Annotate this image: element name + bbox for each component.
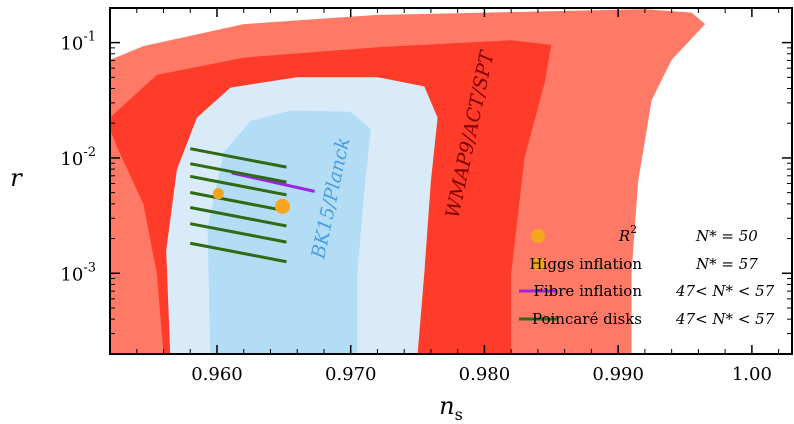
fibre-inflation-line-1 <box>231 171 315 193</box>
plot-frame <box>109 7 793 355</box>
poincar-disks-line-3 <box>189 174 287 197</box>
poincar-disks-line-6 <box>189 222 287 244</box>
legend-n-value: 47< N* < 57 <box>675 282 775 300</box>
poincar-disks-line-5 <box>189 206 287 228</box>
x-tick-label: 0.980 <box>459 364 511 385</box>
y-tick-label: 10-3 <box>60 260 96 285</box>
legend-marker-point <box>531 229 545 243</box>
poincar-disks-line-1 <box>189 147 287 169</box>
legend-label: Higgs inflation <box>530 255 643 273</box>
legend-label: Poincaré disks <box>532 310 642 328</box>
legend-n-value: N* = 57 <box>695 255 758 273</box>
legend-n-value: 47< N* < 57 <box>675 310 775 328</box>
legend-entry-higgs-inflation: Higgs inflation N* = 57 <box>530 255 759 273</box>
r-point <box>212 188 224 200</box>
x-tick-label: 0.970 <box>325 364 377 385</box>
x-tick-label: 1.00 <box>732 364 772 385</box>
legend-marker-point <box>531 257 545 271</box>
x-tick-label: 0.990 <box>592 364 644 385</box>
x-axis-title: ns <box>439 392 463 424</box>
axes: 0.960 0.970 0.980 0.990 1.00 10-1 10-2 10-3 ns r <box>10 7 793 424</box>
legend-label: Fibre inflation <box>533 282 642 300</box>
model-series <box>189 147 315 264</box>
legend-n-value: N* = 50 <box>695 227 758 245</box>
legend-entry-fibre-inflation: Fibre inflation 47< N* < 57 <box>519 282 775 300</box>
poincar-disks-line-7 <box>189 241 287 264</box>
x-tick-label: 0.960 <box>191 364 243 385</box>
legend-entry-r2: R2 N* = 50 <box>531 223 758 245</box>
legend: R2 N* = 50 Higgs inflation N* = 57 Fibre inf… <box>519 223 775 328</box>
legend-entry-poincar-disks: Poincaré disks 47< N* < 57 <box>519 310 775 328</box>
region-bk15-planck-inner <box>207 110 371 354</box>
y-tick-label: 10-2 <box>60 145 96 170</box>
confidence-regions <box>110 9 706 354</box>
y-axis-title: r <box>10 164 23 192</box>
poincar-disks-line-4 <box>189 191 287 213</box>
higgs-inflation-point <box>275 198 291 214</box>
poincar-disks-line-2 <box>189 162 287 184</box>
legend-label: R2 <box>618 223 637 245</box>
y-tick-label: 10-1 <box>60 30 96 55</box>
